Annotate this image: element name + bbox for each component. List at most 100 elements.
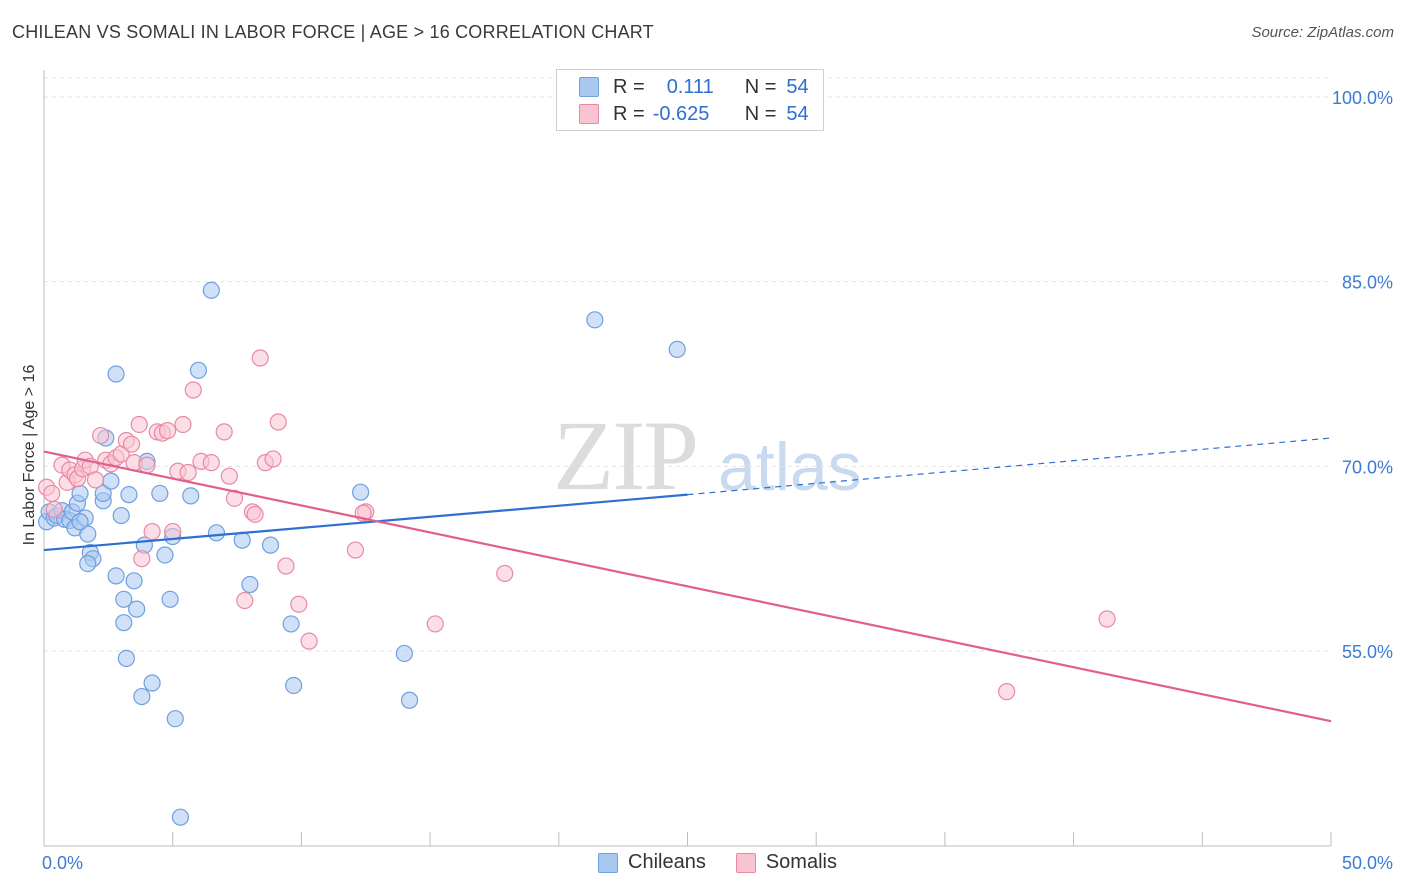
data-point-chileans <box>107 365 125 383</box>
data-point-chileans <box>668 340 686 358</box>
data-point-somalis <box>133 550 151 568</box>
data-point-chileans <box>156 546 174 564</box>
legend-r-label: R = <box>613 75 645 98</box>
data-point-chileans <box>133 687 151 706</box>
data-point-chileans <box>107 567 125 585</box>
y-tick-label: 100.0% <box>1332 88 1393 108</box>
data-point-chileans <box>189 361 208 379</box>
source-credit: Source: ZipAtlas.com <box>1251 24 1394 41</box>
data-point-somalis <box>92 426 110 445</box>
data-point-chileans <box>125 572 143 590</box>
data-point-somalis <box>269 413 287 431</box>
legend-r-value: 0.111 <box>666 75 714 98</box>
data-point-chileans <box>117 649 135 667</box>
data-point-chileans <box>161 590 179 608</box>
data-point-somalis <box>130 415 148 434</box>
data-point-somalis <box>300 632 318 650</box>
data-point-somalis <box>86 471 105 489</box>
data-point-chileans <box>241 575 259 594</box>
data-point-somalis <box>496 564 514 583</box>
series-legend: Chileans Somalis <box>598 851 867 874</box>
data-point-chileans <box>143 674 161 692</box>
data-point-chileans <box>128 600 146 618</box>
data-point-chileans <box>120 486 138 504</box>
legend-item-chileans[interactable]: Chileans <box>598 851 706 874</box>
legend-row-chileans: R = 0.111 N = 54 <box>579 75 809 99</box>
data-point-chileans <box>182 487 200 505</box>
data-point-somalis <box>290 595 308 613</box>
data-point-chileans <box>202 281 220 299</box>
data-point-somalis <box>246 505 264 523</box>
y-tick-label: 70.0% <box>1342 457 1393 477</box>
data-point-chileans <box>79 554 97 573</box>
data-point-chileans <box>115 590 133 608</box>
data-point-somalis <box>164 522 182 541</box>
legend-swatch-somalis <box>735 852 756 873</box>
legend-r-value: -0.625 <box>652 102 710 125</box>
legend-swatch-somalis <box>579 104 599 124</box>
data-point-somalis <box>202 454 220 472</box>
data-point-chileans <box>352 483 370 501</box>
data-point-somalis <box>236 591 254 610</box>
legend-n-label: N = <box>744 102 777 125</box>
legend-r-label: R = <box>613 102 645 125</box>
x-tick-label: 0.0% <box>42 853 83 873</box>
data-point-somalis <box>122 435 141 453</box>
data-point-chileans <box>395 644 413 663</box>
data-point-somalis <box>426 615 444 633</box>
data-point-somalis <box>264 450 282 468</box>
watermark-zip: ZIP <box>553 400 699 511</box>
legend-swatch-chileans <box>579 77 599 97</box>
data-point-chileans <box>233 531 251 549</box>
data-point-somalis <box>346 541 365 559</box>
trend-line-somalis <box>43 450 1332 723</box>
data-point-chileans <box>71 513 89 531</box>
legend-row-somalis: R = -0.625 N = 54 <box>579 102 809 126</box>
data-point-chileans <box>79 525 97 543</box>
data-point-chileans <box>400 691 419 709</box>
data-point-somalis <box>138 456 156 474</box>
x-tick-label: 50.0% <box>1342 853 1393 873</box>
data-point-chileans <box>102 472 120 490</box>
data-point-chileans <box>207 524 226 542</box>
data-point-chileans <box>166 710 184 728</box>
correlation-legend: R = 0.111 N = 54 R = -0.625 N = 54 <box>556 69 824 131</box>
data-point-chileans <box>171 808 190 826</box>
data-point-somalis <box>143 522 161 541</box>
legend-label-somalis: Somalis <box>765 851 837 873</box>
data-point-chileans <box>586 311 604 329</box>
data-point-somalis <box>184 381 202 399</box>
data-point-somalis <box>277 557 295 575</box>
legend-n-value: 54 <box>786 102 809 125</box>
y-tick-label: 55.0% <box>1342 642 1393 662</box>
trend-line-chileans <box>43 493 688 552</box>
data-point-chileans <box>285 676 303 695</box>
chart-title: CHILEAN VS SOMALI IN LABOR FORCE | AGE >… <box>12 22 654 42</box>
data-point-chileans <box>94 484 112 503</box>
legend-item-somalis[interactable]: Somalis <box>735 851 837 874</box>
data-point-chileans <box>71 484 89 503</box>
data-point-somalis <box>158 422 177 440</box>
data-point-chileans <box>112 506 130 525</box>
y-tick-label: 85.0% <box>1342 273 1393 293</box>
data-point-somalis <box>43 484 61 503</box>
data-point-chileans <box>115 614 133 632</box>
data-point-somalis <box>215 423 233 441</box>
data-point-somalis <box>179 463 197 482</box>
legend-label-chileans: Chileans <box>628 851 706 873</box>
legend-n-label: N = <box>744 75 777 98</box>
data-point-chileans <box>151 484 169 503</box>
data-point-chileans <box>261 536 280 554</box>
data-point-somalis <box>45 500 63 519</box>
legend-swatch-chileans <box>598 852 618 873</box>
trend-extension-chileans <box>687 437 1332 496</box>
data-point-somalis <box>998 683 1016 701</box>
data-point-somalis <box>174 415 192 434</box>
data-point-chileans <box>282 615 300 633</box>
data-point-somalis <box>251 349 269 367</box>
data-point-somalis <box>220 467 238 485</box>
data-point-somalis <box>1098 610 1116 628</box>
legend-n-value: 54 <box>786 75 809 98</box>
watermark-atlas: atlas <box>718 429 862 505</box>
